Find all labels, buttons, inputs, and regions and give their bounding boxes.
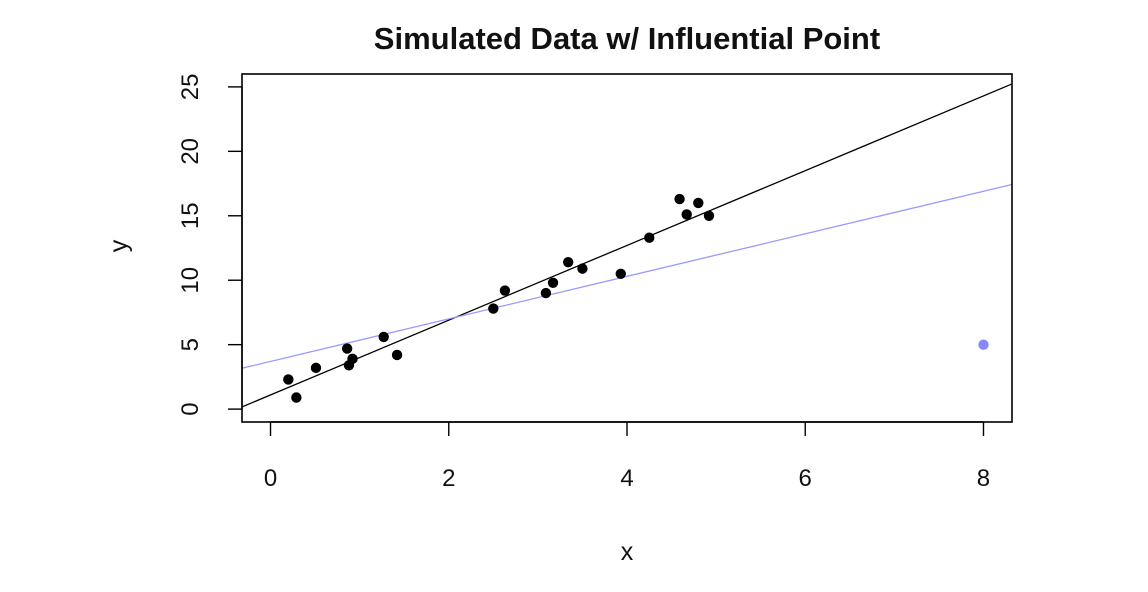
data-point: [378, 331, 389, 343]
y-axis-label: y: [105, 239, 133, 252]
y-tick-label: 0: [177, 402, 204, 415]
chart-title: Simulated Data w/ Influential Point: [374, 21, 880, 56]
data-point: [547, 277, 559, 288]
influential-point: [978, 339, 989, 350]
data-point: [681, 209, 692, 220]
data-point: [310, 362, 322, 374]
x-tick-label: 4: [620, 465, 633, 492]
x-tick-label: 2: [442, 465, 455, 492]
data-point: [615, 268, 626, 279]
y-tick-label: 20: [177, 138, 204, 165]
y-tick-label: 25: [177, 74, 204, 101]
data-point: [674, 193, 685, 205]
x-tick-label: 0: [264, 465, 277, 492]
data-point: [347, 353, 358, 365]
x-axis-label: x: [621, 538, 634, 566]
data-point: [283, 374, 294, 385]
data-point: [488, 303, 499, 314]
data-point: [341, 343, 353, 354]
data-point: [562, 256, 574, 268]
data-point: [644, 232, 655, 243]
regression-line-1: [242, 83, 1012, 408]
data-point: [703, 210, 715, 221]
y-tick-label: 5: [177, 338, 204, 351]
data-point: [391, 349, 403, 361]
plot-frame: [241, 73, 1013, 423]
plot-area: [242, 83, 1012, 408]
axes: 0 2 4 6 8 0 5 10 15 20 25: [177, 74, 990, 492]
y-tick-label: 10: [177, 267, 204, 294]
x-tick-label: 8: [977, 465, 990, 492]
data-point: [499, 285, 511, 296]
y-tick-label: 15: [177, 202, 204, 229]
data-point: [540, 287, 552, 299]
data-point: [291, 392, 302, 403]
regression-line-2: [242, 183, 1012, 369]
data-point: [577, 263, 588, 274]
data-point: [693, 197, 704, 209]
x-tick-label: 6: [799, 465, 812, 492]
